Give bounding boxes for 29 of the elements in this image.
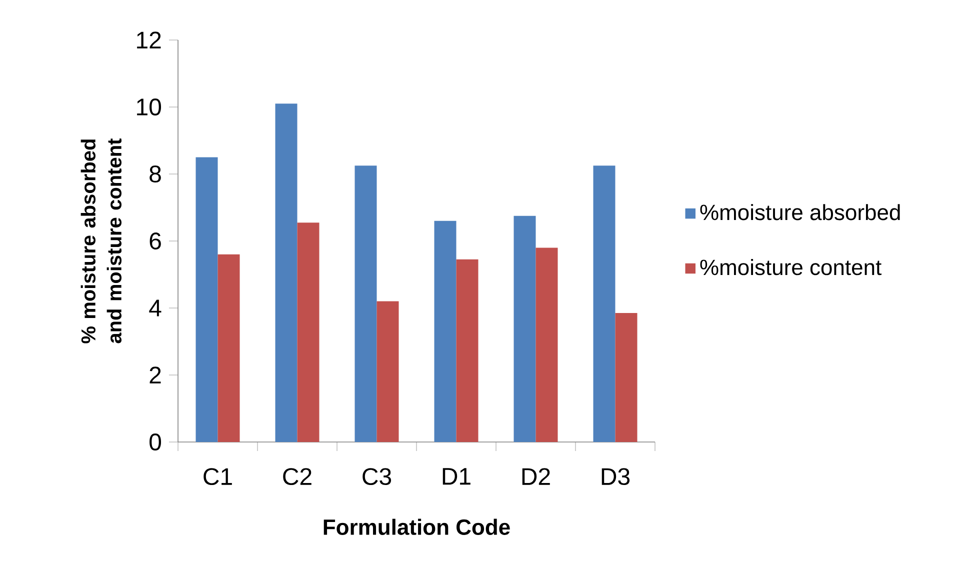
bar (354, 166, 377, 442)
x-tick-label: C2 (283, 468, 312, 486)
bar (275, 104, 298, 442)
x-tick-label: C1 (204, 468, 232, 486)
x-tick-label: D1 (442, 468, 470, 485)
bar (514, 216, 536, 442)
bar (196, 157, 218, 442)
y-tick-label: 12 (137, 32, 161, 48)
y-tick-label: 8 (150, 166, 161, 182)
bar (376, 301, 399, 442)
y-tick-label: 10 (137, 98, 162, 116)
y-tick-label: 0 (150, 434, 162, 450)
bar (536, 248, 558, 442)
y-tick-label: 2 (150, 366, 161, 384)
y-tick-label: 6 (150, 232, 161, 250)
y-tick-label: 4 (149, 300, 162, 316)
legend-label: %moisture content (700, 259, 882, 276)
x-tick-label: D2 (522, 468, 550, 485)
y-axis-title: % moisture absorbed and moisture content (80, 138, 122, 344)
bar (615, 313, 638, 442)
bar (297, 222, 320, 442)
bar (456, 259, 478, 442)
bar (593, 166, 616, 442)
x-axis-title: Formulation Code (324, 518, 510, 535)
bar (218, 254, 240, 442)
legend-label: %moisture absorbed (700, 204, 900, 220)
bar (434, 220, 456, 442)
x-tick-label: D3 (602, 468, 630, 486)
x-tick-label: C3 (362, 468, 392, 486)
